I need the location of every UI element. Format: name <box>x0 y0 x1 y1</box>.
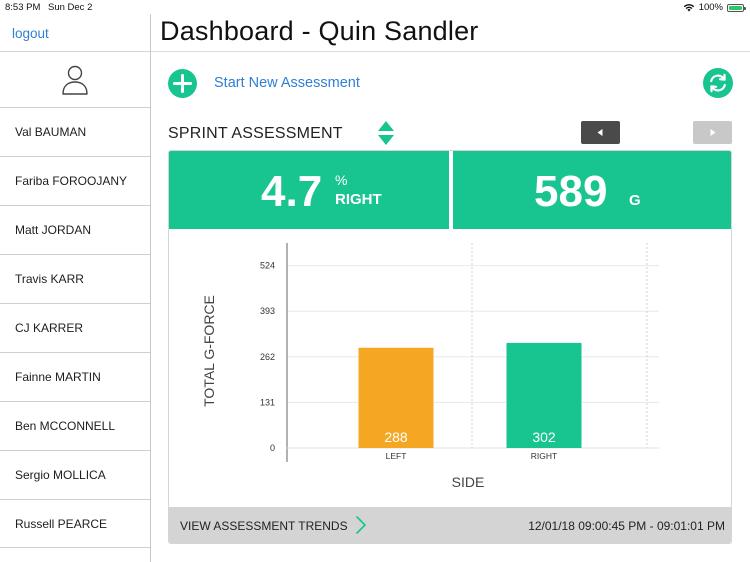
asymmetry-unit: % <box>335 172 348 188</box>
page-title: Dashboard - Quin Sandler <box>160 16 479 46</box>
logout-button[interactable]: logout <box>12 26 49 41</box>
plus-icon <box>173 74 192 93</box>
sidebar: logout Val BAUMAN Fariba FOROOJANY Matt JO… <box>0 14 151 562</box>
athlete-item[interactable]: Val BAUMAN <box>0 107 150 156</box>
bar-value-label: 302 <box>532 429 556 445</box>
bar-value-label: 288 <box>384 429 408 445</box>
athlete-item[interactable]: Fainne MARTIN <box>0 352 150 401</box>
bar-left <box>358 347 434 448</box>
status-time: 8:53 PM <box>5 2 41 13</box>
y-tick-label: 393 <box>260 306 275 316</box>
gforce-bar-chart: 0 131 262 393 524 288 LEFT 302 RIGHT TOTAL G-FORC… <box>201 243 659 490</box>
y-tick-label: 524 <box>260 261 275 271</box>
chevron-right-icon[interactable] <box>355 515 367 535</box>
bar-right <box>506 342 582 448</box>
status-right: 100% <box>683 2 746 13</box>
athlete-item[interactable]: Ben MCCONNELL <box>0 401 150 450</box>
sort-toggle-icon[interactable] <box>378 121 394 145</box>
assessment-card: 4.7 % RIGHT 589 G 0 131 262 393 524 288 LEFT 30… <box>168 150 732 544</box>
x-tick-label: LEFT <box>386 451 407 461</box>
athlete-item[interactable]: Russell PEARCE <box>0 499 150 548</box>
athlete-item[interactable]: Matt JORDAN <box>0 205 150 254</box>
refresh-button[interactable] <box>703 68 733 98</box>
refresh-icon <box>710 73 726 93</box>
view-trends-link[interactable]: VIEW ASSESSMENT TRENDS <box>180 519 348 533</box>
x-axis-title: SIDE <box>452 474 485 490</box>
previous-assessment-button[interactable] <box>581 121 620 144</box>
athlete-item[interactable]: Travis KARR <box>0 254 150 303</box>
arrow-left-icon <box>597 129 603 136</box>
next-assessment-button[interactable] <box>693 121 732 144</box>
card-footer: VIEW ASSESSMENT TRENDS 12/01/18 09:00:45… <box>169 507 731 543</box>
asymmetry-value: 4.7 <box>261 167 323 216</box>
sidebar-divider <box>0 51 150 52</box>
start-new-assessment-link[interactable]: Start New Assessment <box>214 75 360 91</box>
battery-icon <box>727 3 746 12</box>
athlete-item[interactable]: Sergio MOLLICA <box>0 450 150 499</box>
user-avatar-icon <box>62 65 88 95</box>
total-force-panel: 589 G <box>453 151 731 229</box>
assessment-type-label: SPRINT ASSESSMENT <box>168 125 343 142</box>
arrow-right-icon <box>710 129 716 136</box>
add-assessment-button[interactable] <box>168 69 197 98</box>
y-axis-title: TOTAL G-FORCE <box>201 295 217 407</box>
asymmetry-side: RIGHT <box>335 191 382 208</box>
total-force-unit: G <box>629 192 641 209</box>
status-bar: 8:53 PM Sun Dec 2 100% <box>0 0 750 14</box>
assessment-date-range: 12/01/18 09:00:45 PM - 09:01:01 PM <box>528 519 725 533</box>
athlete-list: Val BAUMAN Fariba FOROOJANY Matt JORDAN Tra… <box>0 107 150 548</box>
x-tick-label: RIGHT <box>531 451 557 461</box>
athlete-item[interactable]: CJ KARRER <box>0 303 150 352</box>
battery-percent: 100% <box>698 2 723 13</box>
status-date: Sun Dec 2 <box>48 2 93 13</box>
total-force-value: 589 <box>534 167 608 216</box>
asymmetry-panel: 4.7 % RIGHT <box>169 151 449 229</box>
athlete-item[interactable]: Fariba FOROOJANY <box>0 156 150 205</box>
y-tick-label: 131 <box>260 397 275 407</box>
wifi-icon <box>683 4 694 12</box>
y-tick-label: 0 <box>270 443 275 453</box>
header-divider <box>151 51 750 52</box>
y-tick-label: 262 <box>260 352 275 362</box>
